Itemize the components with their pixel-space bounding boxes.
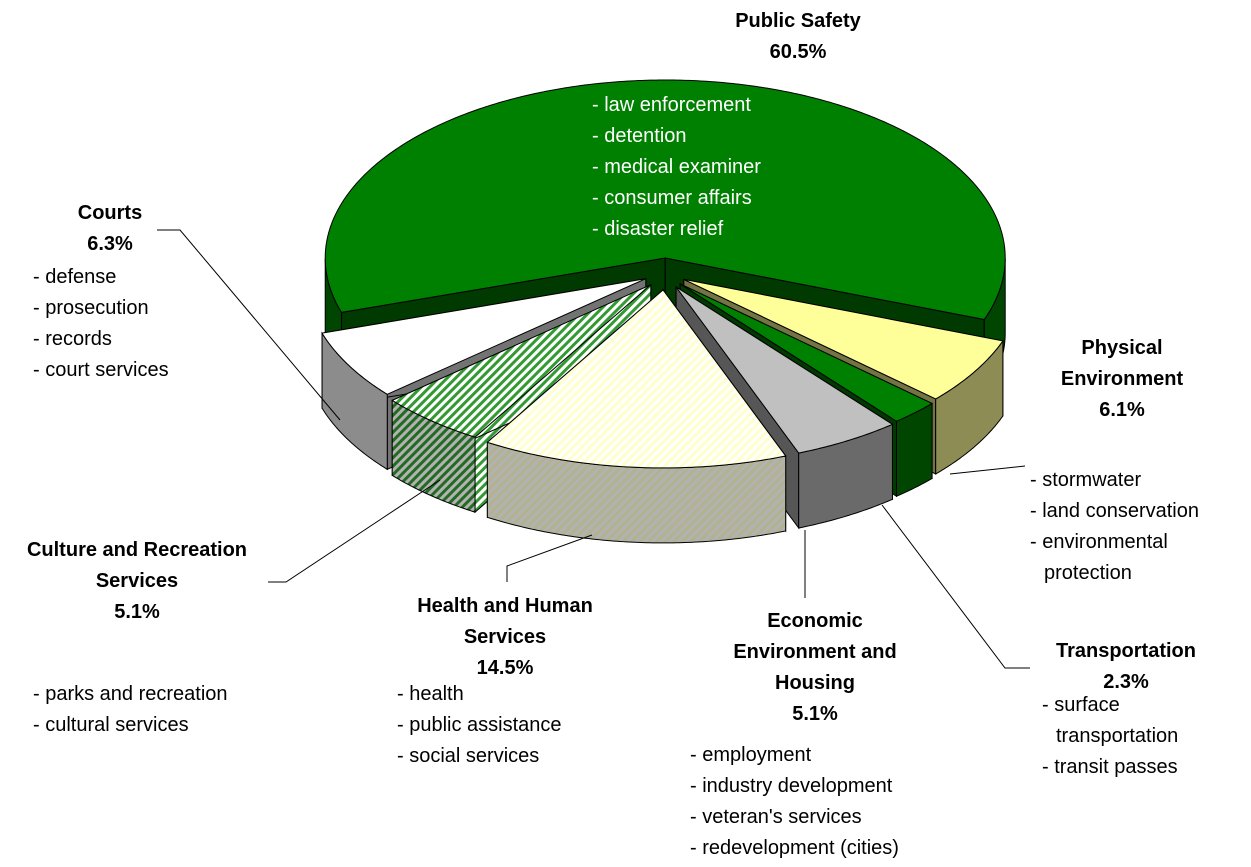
slice [683,278,1004,400]
value-label: 14.5% [476,657,534,679]
slice-side-shade [392,400,476,513]
detail-item: - surface transportation [1042,694,1179,747]
detail-item: - transit passes [1042,756,1178,778]
slice [324,79,1006,321]
detail-item: - medical examiner [592,156,761,178]
slice-label: Culture and Recreation Services 5.1% [5,535,269,628]
detail-item: - records [33,328,112,350]
slice [321,278,646,395]
detail-list: - surface transportation - transit passes [1042,690,1232,783]
value-label: 60.5% [769,41,827,63]
slice [391,284,652,438]
detail-item: - detention [592,125,687,147]
detail-item: - industry development [690,775,893,797]
value-label: 5.1% [792,703,838,725]
slice-label: Economic Environment and Housing 5.1% [715,606,915,730]
detail-item: - consumer affairs [592,187,752,209]
detail-item: - employment [690,744,812,766]
slice-label: Transportation 2.3% [1026,636,1226,698]
detail-item: - health [397,683,464,705]
detail-list: - health - public assistance - social serv… [397,679,617,772]
detail-list: - employment - industry development - vete… [690,740,970,864]
leader-line [268,479,441,583]
leader-line [157,229,341,421]
slice-label: Health and Human Services 14.5% [385,591,625,684]
detail-list: - defense - prosecution - records - court s… [33,262,233,386]
leader-line [881,504,1030,669]
category-name: Health and Human Services [417,595,593,648]
value-label: 6.1% [1099,399,1145,421]
detail-item: - stormwater [1030,469,1142,491]
category-name: Physical Environment [1060,337,1184,390]
detail-item: - veteran's services [690,806,862,828]
value-label: 2.3% [1103,671,1149,693]
slice-label: Courts 6.3% [50,198,170,260]
detail-item: - disaster relief [592,218,724,240]
slice-label: Public Safety 60.5% [698,6,898,68]
slice-side-shade [487,442,786,543]
detail-item: - defense [33,266,117,288]
category-name: Economic Environment and Housing [733,610,897,694]
detail-item: - prosecution [33,297,149,319]
detail-item: - social services [397,745,540,767]
detail-item: - parks and recreation [33,683,228,705]
category-name: Courts [77,202,143,224]
detail-item: - cultural services [33,714,189,736]
detail-item: - redevelopment (cities) [690,837,899,859]
detail-list: - law enforcement - detention - medical ex… [592,90,852,245]
slice [679,283,934,422]
detail-list: - stormwater - land conservation - environ… [1030,465,1250,589]
slice [486,289,787,469]
leader-line [506,534,593,582]
value-label: 5.1% [114,601,160,623]
detail-item: - law enforcement [592,94,751,116]
category-name: Transportation [1055,640,1196,662]
detail-item: - court services [33,359,169,381]
category-name: Culture and Recreation Services [26,539,248,592]
detail-list: - parks and recreation - cultural service… [33,679,293,741]
detail-item: - public assistance [397,714,562,736]
slice [675,286,894,454]
category-name: Public Safety [735,10,861,32]
detail-item: - environmental protection [1030,531,1168,584]
value-label: 6.3% [87,233,133,255]
slice-label: Physical Environment 6.1% [1042,333,1202,426]
leader-line [949,465,1026,475]
detail-item: - land conservation [1030,500,1199,522]
